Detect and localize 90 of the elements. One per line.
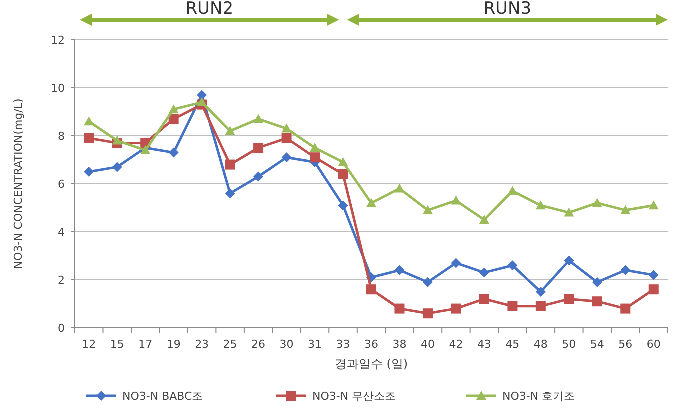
point	[592, 277, 602, 288]
point	[394, 184, 405, 193]
point	[536, 301, 546, 312]
x-tick-label: 54	[590, 338, 604, 351]
point	[254, 143, 264, 153]
x-tick-label: 38	[392, 338, 407, 351]
point	[338, 169, 348, 180]
x-tick-label: 30	[280, 338, 294, 351]
y-tick-label: 0	[58, 322, 65, 335]
point	[225, 160, 236, 170]
x-tick-label: 33	[336, 338, 350, 351]
point	[112, 162, 122, 172]
point	[648, 270, 659, 280]
point	[84, 116, 94, 126]
x-tick-label: 60	[646, 338, 661, 351]
x-tick-label: 56	[618, 338, 633, 351]
point	[479, 268, 490, 278]
point	[225, 126, 236, 136]
point	[394, 265, 405, 276]
y-tick-label: 12	[51, 34, 65, 47]
point	[564, 208, 574, 217]
point	[592, 296, 602, 307]
point	[620, 265, 631, 276]
x-tick-label: 23	[195, 338, 210, 351]
text: RUN2	[186, 0, 234, 19]
point	[536, 200, 546, 210]
point	[254, 172, 264, 182]
point	[168, 104, 179, 114]
point	[310, 152, 320, 163]
x-tick-label: 31	[308, 338, 322, 351]
point	[479, 294, 490, 304]
point	[564, 256, 574, 266]
x-tick-label: 40	[420, 338, 435, 351]
point	[592, 198, 602, 208]
y-tick-label: 4	[58, 226, 65, 239]
x-tick-label: 43	[477, 338, 492, 351]
point	[282, 133, 292, 144]
point	[451, 258, 462, 268]
x-tick-label: 26	[252, 338, 266, 351]
point	[508, 301, 518, 312]
point	[479, 215, 490, 224]
point	[648, 200, 659, 210]
x-tick-label: 25	[223, 338, 238, 351]
y-tick-label: 8	[58, 130, 65, 143]
point	[451, 196, 462, 205]
point	[536, 287, 546, 297]
point	[197, 97, 208, 106]
point	[451, 304, 462, 314]
point	[508, 186, 518, 196]
x-tick-label: 45	[506, 338, 520, 351]
x-tick-label: 19	[166, 338, 181, 351]
y-tick-label: 6	[58, 178, 65, 191]
point	[282, 152, 292, 163]
point	[338, 200, 348, 211]
point	[620, 205, 631, 214]
point	[366, 284, 376, 295]
point	[422, 277, 433, 288]
x-tick-label: 12	[82, 338, 96, 351]
point	[394, 304, 405, 314]
point	[225, 188, 236, 199]
x-tick-label: 48	[534, 338, 548, 351]
point	[508, 260, 518, 271]
point	[282, 124, 292, 133]
legend-label: NO3-N 호기조	[502, 390, 576, 403]
point	[648, 284, 659, 295]
point	[564, 294, 574, 304]
point	[254, 114, 264, 124]
x-tick-label: 42	[449, 338, 464, 351]
x-tick-label: 36	[364, 338, 378, 351]
x-axis-title: 경과일수 (일)	[334, 357, 408, 371]
legend-label: NO3-N 무산소조	[312, 390, 396, 403]
x-tick-label: 17	[138, 338, 153, 351]
point	[422, 205, 433, 214]
x-tick-label: 50	[562, 338, 576, 351]
y-tick-label: 10	[51, 82, 65, 95]
point	[168, 148, 179, 158]
legend-label: NO3-N BABC조	[122, 390, 204, 403]
point	[310, 143, 320, 152]
point	[84, 167, 94, 177]
point	[422, 308, 433, 319]
y-tick-label: 2	[58, 274, 65, 287]
point	[112, 136, 122, 145]
point	[366, 198, 376, 208]
text: RUN3	[484, 0, 532, 19]
point	[338, 157, 348, 166]
y-axis-title: NO3-N CONCENTRATION(mg/L)	[12, 98, 25, 270]
point	[620, 304, 631, 314]
point	[168, 114, 179, 124]
point	[84, 133, 94, 144]
x-tick-label: 15	[110, 338, 124, 351]
